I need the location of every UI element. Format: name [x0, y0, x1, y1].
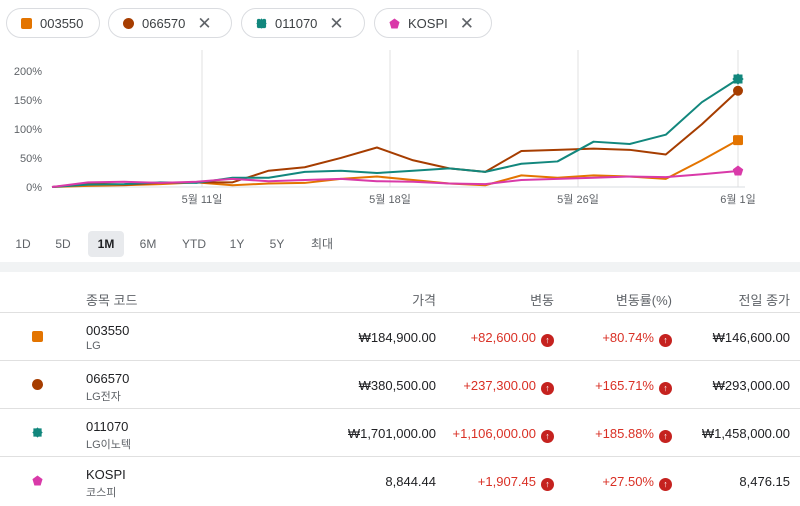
pentagon-marker-icon — [389, 17, 400, 29]
line-chart: 200% 150% 100% 50% 0% 5월 11일 5월 18일 5월 26일 6월 1일 — [14, 50, 756, 206]
row-prev-close: ₩146,600.00 — [712, 330, 790, 345]
circle-marker-icon — [32, 379, 43, 390]
row-change: +82,600.00 ↑ — [471, 330, 554, 347]
table-row[interactable]: 011070 LG이노텍 ₩1,701,000.00 +1,106,000.00… — [0, 409, 800, 457]
comparison-chips: 003550 066570 ✕ 011070 ✕ KOSPI ✕ — [0, 8, 800, 42]
flower-marker-icon — [32, 427, 43, 438]
y-tick-label: 150% — [14, 95, 42, 107]
series-line-KOSPI — [51, 170, 739, 188]
row-change-pct-value: +27.50% — [602, 474, 654, 489]
row-change-pct: +80.74% ↑ — [602, 330, 672, 347]
arrow-up-icon: ↑ — [541, 382, 554, 395]
x-tick-label: 5월 26일 — [557, 192, 599, 206]
row-change: +1,106,000.00 ↑ — [452, 426, 554, 443]
arrow-up-icon: ↑ — [541, 334, 554, 347]
chip-003550[interactable]: 003550 — [6, 8, 100, 38]
circle-marker-icon — [123, 17, 134, 29]
close-icon[interactable]: ✕ — [197, 13, 212, 33]
table-header: 종목 코드 가격 변동 변동률(%) 전일 종가 — [0, 278, 800, 313]
table-row[interactable]: 003550 LG ₩184,900.00 +82,600.00 ↑ +80.74… — [0, 313, 800, 361]
row-price: ₩184,900.00 — [358, 330, 436, 345]
header-symbol: 종목 코드 — [86, 293, 138, 308]
row-prev-close: ₩1,458,000.00 — [701, 426, 790, 441]
chip-011070[interactable]: 011070 ✕ — [241, 8, 365, 38]
header-change: 변동 — [530, 293, 554, 308]
end-marker-011070 — [732, 73, 744, 85]
row-price: ₩380,500.00 — [358, 378, 436, 393]
range-6m[interactable]: 6M — [139, 237, 157, 251]
range-1d[interactable]: 1D — [15, 237, 31, 251]
range-max[interactable]: 최대 — [310, 237, 334, 251]
row-change-pct-value: +185.88% — [595, 426, 654, 441]
row-change: +1,907.45 ↑ — [478, 474, 554, 491]
y-tick-label: 50% — [20, 153, 42, 165]
arrow-up-icon: ↑ — [659, 478, 672, 491]
row-price: ₩1,701,000.00 — [347, 426, 436, 441]
square-marker-icon — [21, 17, 32, 29]
row-change-value: +237,300.00 — [463, 378, 536, 393]
row-name: LG이노텍 — [86, 439, 132, 451]
row-change-pct: +27.50% ↑ — [602, 474, 672, 491]
row-name: LG — [86, 340, 101, 352]
range-1y[interactable]: 1Y — [229, 237, 245, 251]
row-change-value: +82,600.00 — [470, 330, 536, 345]
header-price: 가격 — [412, 293, 436, 308]
header-change-pct: 변동률(%) — [615, 293, 672, 308]
header-prev-close: 전일 종가 — [738, 293, 790, 308]
row-prev-close: ₩293,000.00 — [712, 378, 790, 393]
pentagon-marker-icon — [32, 475, 43, 486]
row-price: 8,844.44 — [385, 474, 436, 489]
arrow-up-icon: ↑ — [659, 430, 672, 443]
chip-label: 011070 — [275, 15, 318, 31]
x-tick-label: 5월 11일 — [182, 192, 223, 206]
square-marker-icon — [32, 331, 43, 342]
x-tick-label: 6월 1일 — [720, 192, 756, 206]
arrow-up-icon: ↑ — [541, 430, 554, 443]
section-divider — [0, 262, 800, 272]
row-symbol: 003550 — [86, 323, 130, 338]
arrow-up-icon: ↑ — [659, 334, 672, 347]
row-name: 코스피 — [86, 487, 117, 499]
range-ytd[interactable]: YTD — [182, 237, 206, 251]
y-tick-label: 200% — [14, 66, 42, 78]
y-tick-label: 100% — [14, 124, 42, 136]
end-marker-KOSPI — [732, 165, 744, 176]
chip-066570[interactable]: 066570 ✕ — [108, 8, 232, 38]
end-marker-066570 — [733, 85, 743, 96]
row-name: LG전자 — [86, 391, 121, 403]
row-change-value: +1,106,000.00 — [452, 426, 537, 441]
series-line-003550 — [51, 139, 739, 188]
y-tick-label: 0% — [26, 182, 42, 194]
chip-label: 003550 — [40, 15, 84, 31]
chip-label: KOSPI — [408, 15, 448, 31]
range-1m[interactable]: 1M — [88, 231, 124, 257]
row-symbol: 011070 — [86, 419, 129, 434]
close-icon[interactable]: ✕ — [329, 13, 344, 33]
x-tick-label: 5월 18일 — [369, 192, 411, 206]
end-marker-003550 — [733, 135, 743, 146]
chip-label: 066570 — [142, 15, 186, 31]
comparison-table: 종목 코드 가격 변동 변동률(%) 전일 종가 003550 LG ₩184,… — [0, 278, 800, 504]
close-icon[interactable]: ✕ — [459, 13, 474, 33]
series-line-011070 — [51, 78, 739, 188]
range-5y[interactable]: 5Y — [269, 237, 285, 251]
row-symbol: 066570 — [86, 371, 130, 386]
chip-kospi[interactable]: KOSPI ✕ — [374, 8, 492, 38]
range-5d[interactable]: 5D — [55, 237, 71, 251]
row-change-pct-value: +165.71% — [595, 378, 654, 393]
comparison-chart: 200% 150% 100% 50% 0% 5월 11일 5월 18일 5월 26일 6월 1일 — [0, 50, 800, 220]
arrow-up-icon: ↑ — [541, 478, 554, 491]
table-row[interactable]: KOSPI 코스피 8,844.44 +1,907.45 ↑ +27.50% ↑ 8… — [0, 457, 800, 504]
flower-marker-icon — [256, 17, 267, 29]
row-change-pct: +165.71% ↑ — [595, 378, 672, 395]
row-change-pct-value: +80.74% — [602, 330, 654, 345]
row-change-value: +1,907.45 — [477, 474, 536, 489]
row-symbol: KOSPI — [86, 467, 126, 482]
row-change: +237,300.00 ↑ — [463, 378, 554, 395]
range-selector: 1D 5D 1M 6M YTD 1Y 5Y 최대 — [0, 231, 400, 257]
row-change-pct: +185.88% ↑ — [595, 426, 672, 443]
table-row[interactable]: 066570 LG전자 ₩380,500.00 +237,300.00 ↑ +16… — [0, 361, 800, 409]
row-prev-close: 8,476.15 — [739, 474, 790, 489]
arrow-up-icon: ↑ — [659, 382, 672, 395]
